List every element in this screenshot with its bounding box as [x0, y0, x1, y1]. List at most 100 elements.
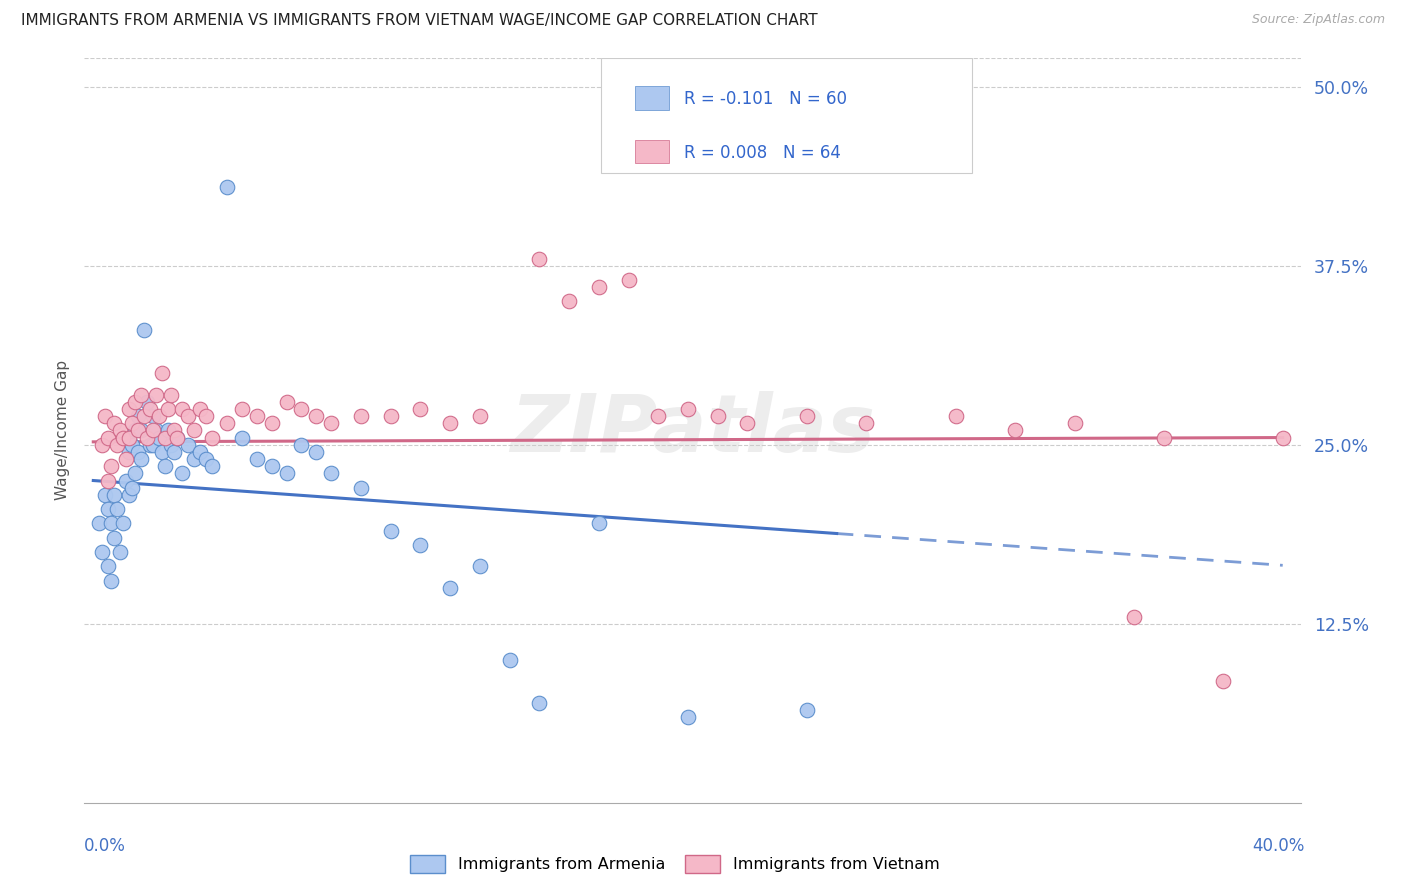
Point — [105, 438, 128, 452]
Point — [121, 438, 143, 452]
Point — [409, 401, 432, 416]
Point — [97, 559, 120, 574]
Point — [439, 581, 461, 595]
Point — [321, 467, 343, 481]
Point — [132, 409, 155, 423]
Point — [166, 431, 188, 445]
Point — [103, 531, 125, 545]
Point — [195, 452, 218, 467]
Point — [115, 474, 138, 488]
Point — [108, 424, 131, 438]
Point — [100, 516, 122, 531]
Point — [195, 409, 218, 423]
Point — [129, 452, 152, 467]
Point — [162, 424, 184, 438]
Bar — [636, 87, 669, 110]
Point — [166, 431, 188, 445]
Point — [135, 394, 157, 409]
Point — [260, 459, 283, 474]
Point — [217, 416, 239, 430]
Point — [103, 416, 125, 430]
Point — [91, 438, 114, 452]
Point — [1153, 431, 1175, 445]
Point — [135, 431, 157, 445]
Point — [350, 481, 373, 495]
Point — [97, 431, 120, 445]
Point — [177, 438, 200, 452]
Text: Source: ZipAtlas.com: Source: ZipAtlas.com — [1251, 13, 1385, 27]
Point — [290, 438, 312, 452]
Point — [1123, 609, 1146, 624]
Point — [94, 488, 117, 502]
Point — [588, 516, 610, 531]
Point — [558, 294, 581, 309]
Point — [172, 401, 194, 416]
Legend: Immigrants from Armenia, Immigrants from Vietnam: Immigrants from Armenia, Immigrants from… — [404, 848, 946, 880]
Point — [796, 703, 818, 717]
Point — [409, 538, 432, 552]
Point — [97, 474, 120, 488]
Text: IMMIGRANTS FROM ARMENIA VS IMMIGRANTS FROM VIETNAM WAGE/INCOME GAP CORRELATION C: IMMIGRANTS FROM ARMENIA VS IMMIGRANTS FR… — [21, 13, 818, 29]
Point — [439, 416, 461, 430]
Point — [350, 409, 373, 423]
Point — [246, 409, 269, 423]
Point — [172, 467, 194, 481]
Point — [468, 409, 491, 423]
Point — [647, 409, 669, 423]
Point — [1271, 431, 1294, 445]
Point — [145, 387, 167, 401]
Point — [676, 710, 699, 724]
Point — [1063, 416, 1085, 430]
Point — [118, 488, 141, 502]
Point — [103, 488, 125, 502]
Point — [945, 409, 967, 423]
Point — [118, 431, 141, 445]
Point — [129, 424, 152, 438]
Point — [1212, 674, 1234, 689]
Point — [142, 424, 165, 438]
Point — [246, 452, 269, 467]
Point — [153, 459, 176, 474]
Point — [121, 481, 143, 495]
Point — [380, 409, 402, 423]
Point — [127, 445, 149, 459]
Point — [201, 459, 224, 474]
Point — [162, 445, 184, 459]
Point — [124, 424, 146, 438]
Point — [139, 401, 162, 416]
Text: 40.0%: 40.0% — [1253, 837, 1305, 855]
Point — [260, 416, 283, 430]
Point — [127, 409, 149, 423]
Point — [111, 431, 134, 445]
Point — [588, 280, 610, 294]
Point — [121, 416, 143, 430]
Point — [111, 516, 134, 531]
Point — [148, 409, 170, 423]
Point — [150, 445, 173, 459]
Point — [156, 401, 179, 416]
Point — [706, 409, 728, 423]
FancyBboxPatch shape — [602, 58, 972, 173]
Point — [855, 416, 877, 430]
Point — [108, 545, 131, 559]
Point — [201, 431, 224, 445]
Point — [468, 559, 491, 574]
Point — [124, 467, 146, 481]
Point — [127, 424, 149, 438]
Point — [118, 401, 141, 416]
Point — [177, 409, 200, 423]
Point — [617, 273, 640, 287]
Point — [159, 438, 181, 452]
Point — [1004, 424, 1026, 438]
Point — [529, 252, 551, 266]
Point — [139, 438, 162, 452]
Text: 0.0%: 0.0% — [84, 837, 127, 855]
Point — [737, 416, 759, 430]
Point — [124, 394, 146, 409]
Point — [498, 652, 520, 666]
Point — [132, 323, 155, 337]
Point — [276, 394, 298, 409]
Point — [100, 459, 122, 474]
Point — [153, 431, 176, 445]
Point — [89, 516, 111, 531]
